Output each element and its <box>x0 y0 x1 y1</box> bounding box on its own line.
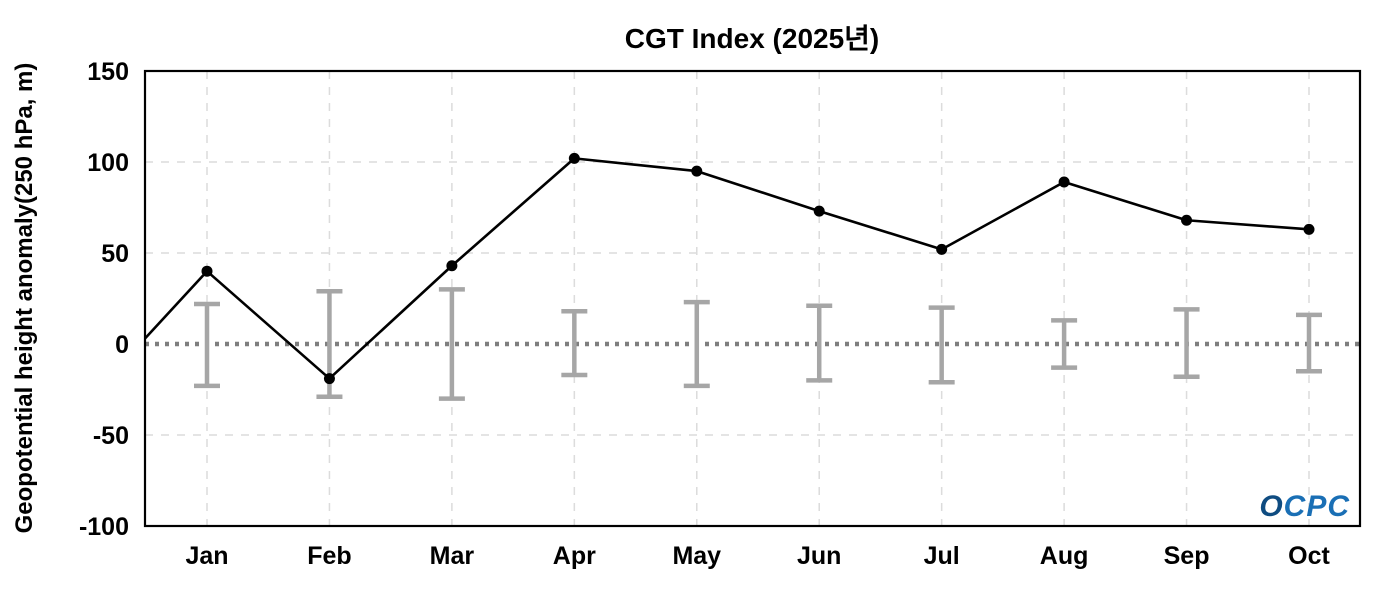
x-tick-label-Jun: Jun <box>797 542 841 570</box>
data-point-Sep <box>1181 214 1193 226</box>
data-point-May <box>691 165 703 177</box>
x-tick-label-Mar: Mar <box>430 542 475 570</box>
data-point-Feb <box>323 373 335 385</box>
y-tick-label: 0 <box>115 331 129 359</box>
y-tick-label: 150 <box>87 58 129 86</box>
x-tick-label-Jul: Jul <box>924 542 960 570</box>
data-point-Mar <box>446 260 458 272</box>
ocpc-logo: OCPC <box>1259 490 1350 523</box>
data-point-Jun <box>813 205 825 217</box>
data-point-Apr <box>568 152 580 164</box>
x-tick-label-Aug: Aug <box>1040 542 1089 570</box>
x-tick-label-Oct: Oct <box>1288 542 1330 570</box>
y-tick-label: 100 <box>87 149 129 177</box>
y-tick-label: -50 <box>93 422 129 450</box>
data-point-Jan <box>201 265 213 277</box>
x-tick-label-Jan: Jan <box>185 542 228 570</box>
data-point-Jul <box>936 243 948 255</box>
plot-frame <box>143 69 1362 528</box>
x-tick-label-Sep: Sep <box>1164 542 1210 570</box>
x-tick-label-Apr: Apr <box>553 542 596 570</box>
data-point-Aug <box>1058 176 1070 188</box>
chart-title: CGT Index (2025년) <box>625 23 880 54</box>
y-tick-label: 50 <box>101 240 129 268</box>
y-tick-label: -100 <box>79 513 129 541</box>
x-tick-label-May: May <box>672 542 721 570</box>
y-axis-label: Geopotential height anomaly(250 hPa, m) <box>11 63 38 534</box>
x-tick-label-Feb: Feb <box>307 542 351 570</box>
data-point-Oct <box>1303 223 1315 235</box>
